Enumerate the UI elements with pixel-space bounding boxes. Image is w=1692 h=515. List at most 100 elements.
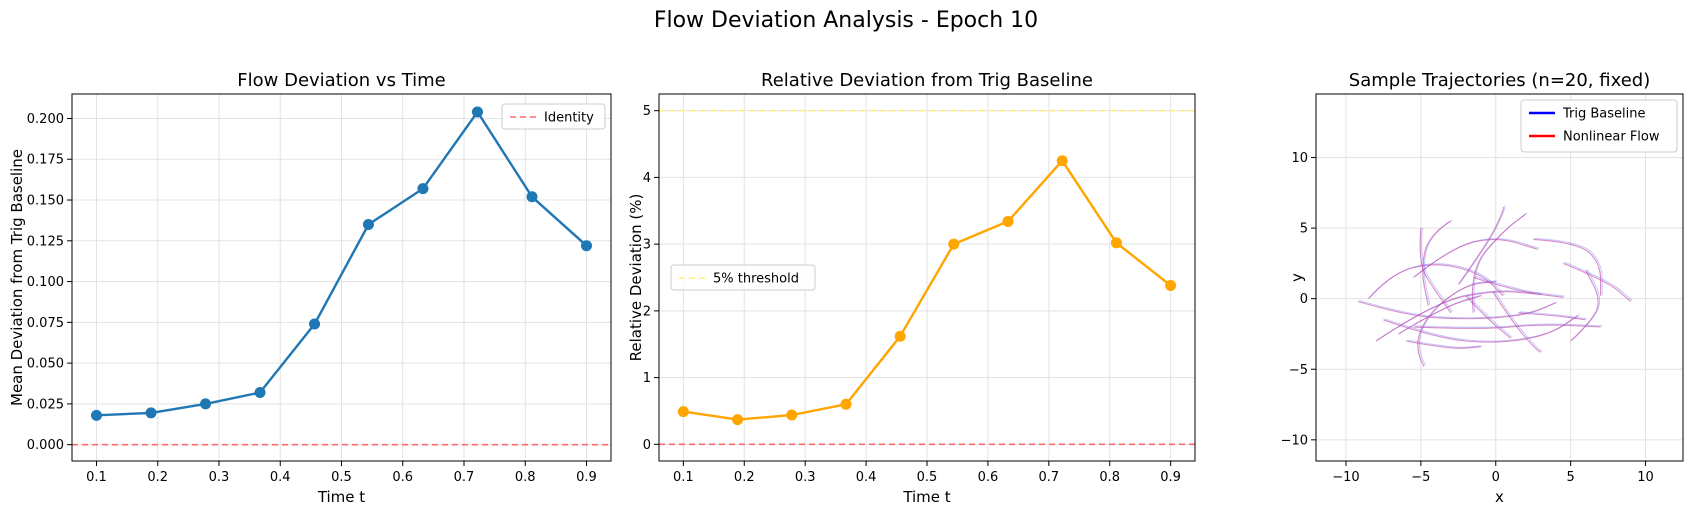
data-point — [677, 406, 689, 418]
flow-trajectory-2 — [1357, 300, 1556, 320]
data-point — [362, 218, 374, 230]
flow-trajectory-10 — [1417, 281, 1496, 367]
plot-area-frame — [1315, 93, 1684, 462]
baseline-trajectory-18 — [1571, 269, 1601, 341]
flow-trajectory-15 — [1562, 262, 1631, 302]
flow-trajectory-17 — [1398, 295, 1481, 335]
flow-trajectory-19 — [1518, 312, 1586, 321]
legend-label: Trig Baseline — [1562, 107, 1646, 122]
x-tick-label: −10 — [1332, 470, 1359, 485]
legend-box — [1520, 99, 1678, 153]
baseline-trajectory-15 — [1564, 261, 1633, 301]
chart-title: Flow Deviation vs Time — [237, 70, 445, 91]
flow-trajectory-4 — [1405, 340, 1481, 349]
x-tick-label: 0.9 — [1160, 470, 1181, 485]
flow-trajectory-11 — [1492, 291, 1542, 353]
data-point — [254, 386, 266, 398]
x-tick-label: 0.2 — [147, 470, 168, 485]
y-tick-label: 1 — [643, 371, 651, 386]
y-tick-label: 0 — [1300, 292, 1308, 307]
y-tick-label: 3 — [643, 238, 651, 253]
flow-trajectory-12 — [1465, 295, 1512, 339]
x-tick-label: 5 — [1567, 470, 1575, 485]
y-tick-label: 0.075 — [27, 316, 64, 331]
x-tick-label: 0.5 — [331, 470, 352, 485]
x-tick-label: 0.3 — [209, 470, 230, 485]
x-tick-label: 0 — [1492, 470, 1500, 485]
data-point — [948, 238, 960, 250]
x-tick-label: 10 — [1637, 470, 1654, 485]
x-tick-label: 0.6 — [978, 470, 999, 485]
flow-trajectory-5 — [1422, 220, 1452, 306]
flow-trajectory-16 — [1375, 291, 1541, 342]
figure-suptitle: Flow Deviation Analysis - Epoch 10 — [654, 8, 1038, 33]
x-tick-label: −5 — [1411, 470, 1430, 485]
baseline-trajectory-4 — [1407, 339, 1483, 348]
data-point — [732, 414, 744, 426]
x-axis-label: x — [1495, 488, 1504, 506]
flow-trajectory-8 — [1457, 206, 1504, 285]
x-tick-label: 0.8 — [1099, 470, 1120, 485]
flow-trajectory-18 — [1570, 270, 1599, 342]
data-point — [471, 106, 483, 118]
y-tick-label: −10 — [1281, 433, 1308, 448]
legend-box — [670, 264, 816, 291]
flow-trajectory-7 — [1413, 239, 1538, 278]
y-tick-label: 0.025 — [27, 397, 64, 412]
flow-trajectory-3 — [1383, 315, 1579, 343]
y-tick-label: 0.200 — [27, 112, 64, 127]
y-axis-label: Relative Deviation (%) — [627, 194, 645, 362]
y-tick-label: 0.100 — [27, 275, 64, 290]
flow-trajectory-6 — [1419, 228, 1452, 314]
data-point — [309, 318, 321, 330]
x-tick-label: 0.4 — [270, 470, 291, 485]
y-axis-label: y — [1288, 273, 1306, 282]
baseline-trajectory-8 — [1459, 205, 1506, 284]
data-point — [1002, 215, 1014, 227]
data-point — [526, 191, 538, 203]
chart-title: Relative Deviation from Trig Baseline — [761, 70, 1093, 91]
x-tick-label: 0.8 — [515, 470, 536, 485]
legend: 5% threshold — [670, 264, 816, 291]
data-point — [200, 398, 212, 410]
y-tick-label: 0.175 — [27, 153, 64, 168]
flow-trajectory-14 — [1413, 324, 1601, 329]
y-tick-label: 0.000 — [27, 438, 64, 453]
baseline-trajectory-13 — [1534, 237, 1603, 295]
series-line-1 — [96, 110, 588, 417]
legend-label: Nonlinear Flow — [1563, 130, 1660, 145]
y-tick-label: 0.150 — [27, 194, 64, 209]
y-tick-label: 5 — [643, 104, 651, 119]
baseline-trajectory-2 — [1359, 300, 1558, 319]
y-tick-label: 0 — [643, 438, 651, 453]
baseline-trajectory-6 — [1421, 227, 1453, 313]
x-tick-label: 0.6 — [392, 470, 413, 485]
data-point — [1110, 237, 1122, 249]
data-point — [91, 409, 102, 421]
x-tick-label: 0.5 — [917, 470, 938, 485]
y-tick-label: 5 — [1300, 222, 1308, 237]
flow-trajectory-13 — [1533, 238, 1602, 296]
x-axis-label: Time t — [317, 488, 365, 506]
x-tick-label: 0.3 — [795, 470, 816, 485]
data-point — [1165, 280, 1177, 292]
x-axis-label: Time t — [902, 488, 950, 506]
flow-trajectory-9 — [1471, 213, 1527, 313]
x-tick-label: 0.7 — [454, 470, 475, 485]
y-tick-label: 0.125 — [27, 234, 64, 249]
y-tick-label: 10 — [1291, 151, 1308, 166]
y-axis-label: Mean Deviation from Trig Baseline — [8, 149, 26, 406]
x-tick-label: 0.1 — [673, 470, 694, 485]
baseline-trajectory-20 — [1474, 276, 1565, 297]
x-tick-label: 0.1 — [86, 470, 107, 485]
trajectories — [1357, 205, 1633, 367]
baseline-trajectory-19 — [1519, 311, 1588, 320]
x-tick-label: 0.4 — [856, 470, 877, 485]
baseline-trajectory-11 — [1493, 290, 1543, 352]
x-tick-label: 0.9 — [576, 470, 597, 485]
chart-panel-1: 0.1 0.2 0.3 0.4 0.5 0.6 0.7 0.8 0.9 0.000 0.025 0.0… — [8, 70, 612, 506]
data-point — [894, 330, 906, 342]
x-tick-label: 0.7 — [1038, 470, 1059, 485]
data-point — [840, 398, 852, 410]
legend-label: 5% threshold — [713, 272, 799, 287]
